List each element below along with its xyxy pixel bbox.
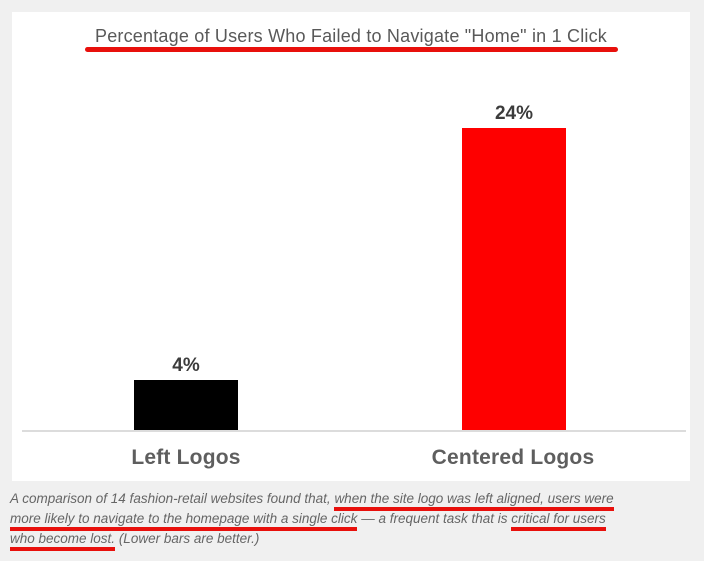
x-axis-baseline (22, 430, 686, 432)
chart-title: Percentage of Users Who Failed to Naviga… (95, 26, 607, 46)
bar-value-label-left-logos: 4% (172, 355, 200, 376)
category-label-left-logos: Left Logos (131, 446, 241, 469)
caption-marked-phrase: when the site logo was left aligned, use… (334, 491, 614, 511)
caption-marked-phrase: more likely to navigate to the homepage … (10, 511, 358, 531)
caption-text-segment: (Lower bars are better.) (115, 531, 260, 546)
title-red-underline (85, 47, 618, 52)
caption-marked-phrase: who become lost. (10, 531, 116, 551)
caption-text-segment: A comparison of 14 fashion-retail websit… (10, 491, 335, 506)
caption-line-2: more likely to navigate to the homepage … (10, 511, 606, 531)
bar-value-label-centered-logos: 24% (494, 103, 534, 124)
caption-text-segment: — a frequent task that is (357, 511, 512, 526)
chart-card: Percentage of Users Who Failed to Naviga… (12, 12, 690, 481)
caption-line-1: A comparison of 14 fashion-retail websit… (10, 491, 614, 511)
category-label-centered-logos: Centered Logos (431, 446, 595, 469)
caption-line-3: who become lost. (Lower bars are better.… (10, 531, 260, 551)
bar-left-logos (134, 380, 238, 430)
caption-marked-phrase: critical for users (511, 511, 606, 531)
bar-centered-logos (462, 128, 566, 430)
